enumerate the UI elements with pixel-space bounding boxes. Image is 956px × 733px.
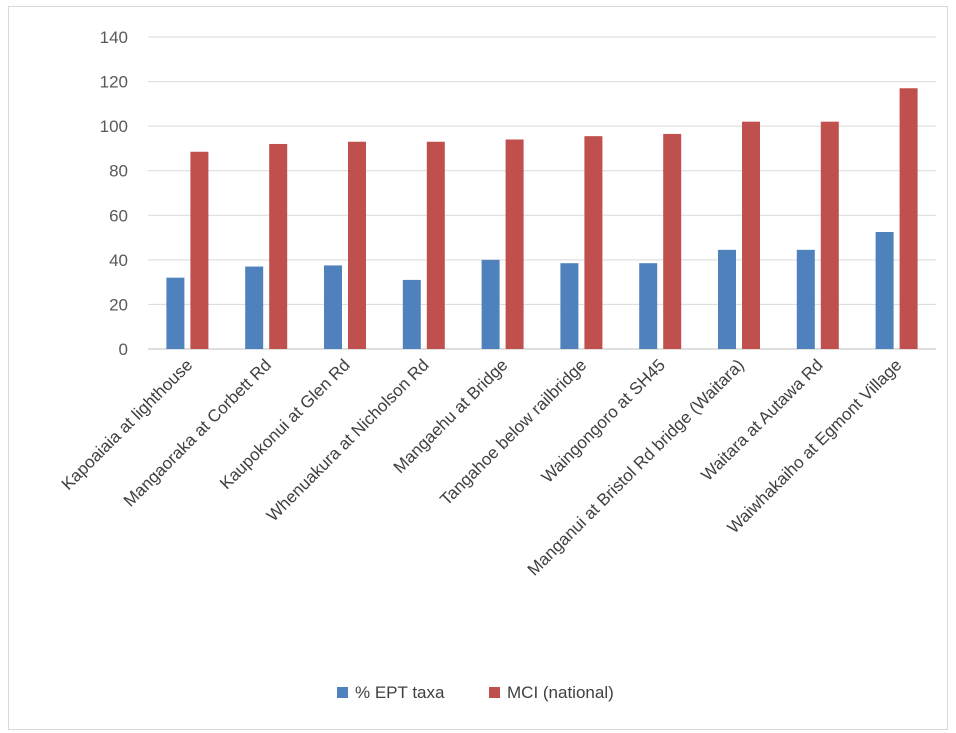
y-tick-label: 140: [100, 28, 128, 47]
bar-mci-5: [505, 139, 524, 349]
x-category-label: Kaupokonui at Glen Rd: [216, 355, 354, 493]
bar-ept-10: [875, 232, 894, 349]
y-tick-label: 80: [109, 162, 128, 181]
legend-item-2[interactable]: MCI (national): [489, 683, 614, 702]
bars: [166, 88, 918, 349]
bar-mci-9: [820, 121, 839, 349]
gridlines: [148, 36, 936, 350]
bar-ept-1: [166, 277, 185, 349]
bar-mci-1: [190, 151, 209, 349]
bar-mci-7: [663, 133, 682, 349]
legend-label: % EPT taxa: [355, 683, 445, 702]
x-category-label: Kapoaiaia at lighthouse: [58, 355, 196, 493]
y-tick-label: 120: [100, 73, 128, 92]
chart-frame: [8, 6, 948, 730]
legend-item-1[interactable]: % EPT taxa: [337, 683, 445, 702]
bar-ept-6: [560, 263, 579, 349]
y-tick-label: 100: [100, 117, 128, 136]
bar-ept-2: [245, 266, 264, 349]
y-tick-label: 40: [109, 251, 128, 270]
y-tick-label: 20: [109, 295, 128, 314]
legend-swatch: [337, 687, 348, 698]
bar-mci-8: [742, 121, 760, 349]
bar-mci-4: [426, 141, 445, 349]
bar-ept-4: [402, 279, 421, 349]
bar-ept-5: [481, 259, 500, 349]
bar-mci-6: [584, 136, 603, 349]
legend[interactable]: % EPT taxa MCI (national): [337, 683, 614, 702]
bar-ept-8: [718, 249, 736, 349]
bar-mci-2: [269, 143, 288, 349]
bar-ept-7: [639, 263, 658, 349]
bar-ept-9: [796, 249, 815, 349]
x-category-label: Waiwhakaiho at Egmont Village: [724, 355, 906, 537]
x-category-label: Mangaoraka at Corbett Rd: [120, 355, 275, 510]
x-category-label: Tangahoe below railbridge: [436, 355, 590, 509]
bar-mci-3: [348, 141, 366, 349]
y-tick-label: 0: [119, 340, 128, 359]
x-category-label: Whenuakura at Nicholson Rd: [263, 355, 433, 525]
y-axis-ticks: 0 20 40 60 80 100 120 140: [100, 28, 128, 359]
bar-ept-3: [324, 265, 342, 349]
legend-swatch: [489, 687, 500, 698]
bar-mci-10: [899, 88, 918, 349]
legend-label: MCI (national): [507, 683, 614, 702]
y-tick-label: 60: [109, 206, 128, 225]
